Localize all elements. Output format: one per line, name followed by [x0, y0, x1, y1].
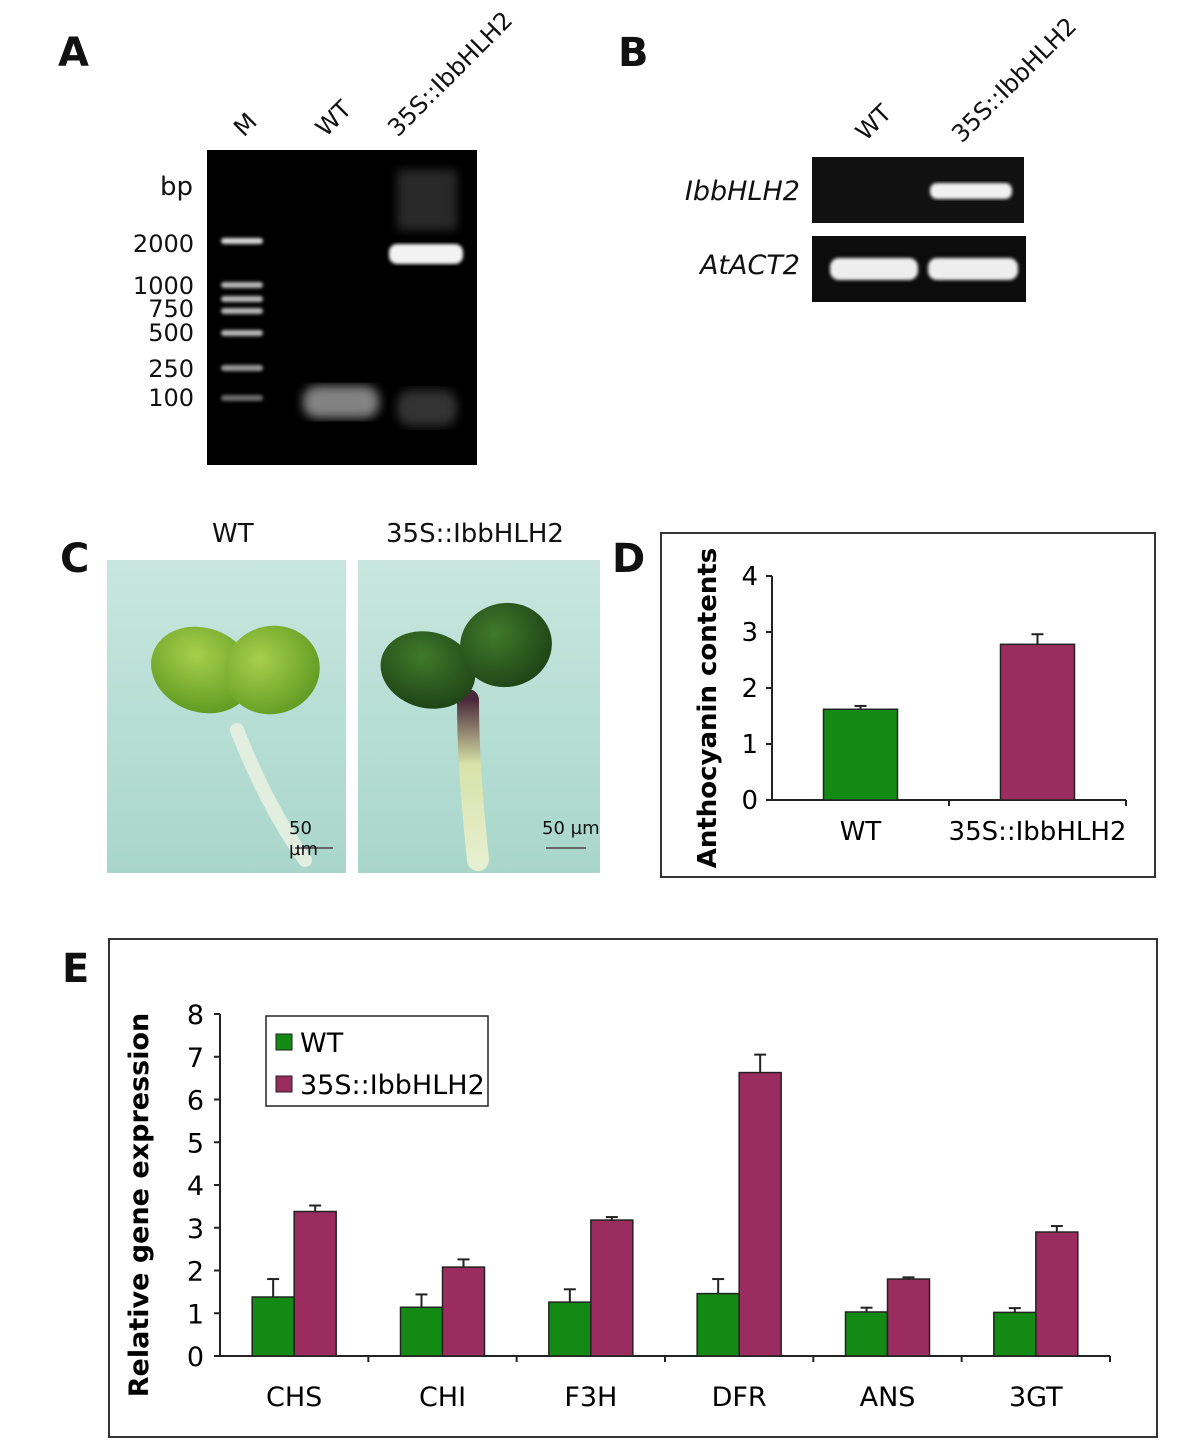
chart-d-y-tick-label: 2: [741, 674, 758, 704]
gel-a-marker-1000: 1000: [132, 272, 194, 300]
chart-e-x-tick-label: DFR: [712, 1382, 767, 1413]
gel-a-image: [207, 150, 477, 465]
chart-e-legend-box: [265, 1015, 489, 1107]
chart-e-x-tick-label: ANS: [860, 1382, 916, 1413]
chart-e-legend-label: WT: [300, 1028, 344, 1059]
chart-e-bar: [441, 1266, 486, 1357]
chart-e-y-tick-label: 1: [187, 1299, 204, 1330]
chart-e-bar: [293, 1210, 337, 1357]
chart-d-y-label: Anthocyanin contents: [693, 548, 723, 869]
photo-c-label-wt: WT: [212, 519, 254, 549]
chart-d-bar: [999, 643, 1076, 801]
gel-a-marker-750: 750: [148, 295, 194, 323]
gel-b-lane-label-transgenic: 35S::IbbHLH2: [946, 12, 1083, 149]
chart-e-y-tick-label: 7: [187, 1043, 204, 1074]
chart-e-legend-label: 35S::IbbHLH2: [300, 1070, 485, 1101]
gel-b-ibbhlh2-strip: [812, 157, 1024, 223]
chart-d-bar: [822, 708, 899, 801]
seedling-photo-wt: 50 µm: [107, 560, 346, 873]
gel-a-marker-100: 100: [148, 384, 194, 412]
chart-e-y-label: Relative gene expression: [124, 1013, 155, 1397]
panel-label-c: C: [60, 536, 90, 582]
gel-a-bands: [221, 170, 463, 426]
chart-e-y-tick-label: 3: [187, 1214, 204, 1245]
gel-b-gene-atact2: AtACT2: [699, 250, 800, 281]
scale-bar-label-wt: 50 µm: [289, 818, 318, 860]
chart-e-y-tick-label: 2: [187, 1257, 204, 1288]
chart-e-bar: [844, 1311, 889, 1357]
panel-label-d: D: [612, 536, 646, 582]
chart-e-bar: [738, 1071, 782, 1357]
chart-d-x-tick-label: WT: [840, 817, 882, 847]
chart-e-bar: [590, 1219, 634, 1357]
chart-e-frame: [108, 938, 1158, 1438]
chart-e-bar: [251, 1296, 295, 1357]
gel-a-lane-label-wt: WT: [310, 95, 358, 142]
chart-e-bar: [548, 1301, 592, 1357]
chart-e-y-tick-label: 5: [187, 1128, 204, 1159]
photo-c-label-transgenic: 35S::IbbHLH2: [386, 519, 564, 549]
panel-label-e: E: [62, 946, 90, 992]
chart-e-bar: [886, 1278, 931, 1357]
chart-e-y-tick-label: 8: [187, 1000, 204, 1031]
chart-d-y-tick-label: 3: [741, 618, 758, 648]
gel-b-gene-ibbhlh2: IbbHLH2: [684, 176, 800, 207]
chart-d-x-tick-label: 35S::IbbHLH2: [949, 817, 1127, 847]
chart-e-bar: [1035, 1231, 1079, 1357]
gel-b-lane-label-wt: WT: [850, 99, 898, 146]
seedling-photo-transgenic: 50 µm: [358, 560, 600, 873]
gel-a-lane-label-transgenic: 35S::IbbHLH2: [382, 6, 519, 143]
chart-d-y-tick-label: 1: [741, 730, 758, 760]
chart-e-x-tick-label: CHI: [419, 1382, 466, 1413]
chart-e-bar: [696, 1292, 740, 1357]
gel-a-bp-unit: bp: [160, 172, 194, 202]
gel-a-marker-250: 250: [148, 355, 194, 383]
chart-e-legend-swatch: [275, 1033, 293, 1051]
gel-a-lane-label-m: M: [228, 107, 263, 142]
chart-e-x-tick-label: CHS: [266, 1382, 322, 1413]
chart-e-x-tick-label: F3H: [564, 1382, 617, 1413]
chart-e: 0 1 2 3 4 5 6 7 8 CHS CHI F3H DFR ANS 3GT Relative gene…: [108, 938, 1158, 1438]
gel-a-marker-2000: 2000: [132, 230, 194, 258]
chart-e-bar: [993, 1311, 1037, 1357]
chart-e-y-tick-label: 0: [187, 1342, 204, 1373]
chart-d-y-tick-label: 4: [741, 562, 758, 592]
gel-b-atact2-strip: [812, 236, 1026, 302]
gel-a-marker-500: 500: [148, 319, 194, 347]
scale-bar-label-transgenic: 50 µm: [542, 818, 600, 839]
chart-e-x-tick-label: 3GT: [1009, 1382, 1063, 1413]
panel-label-b: B: [618, 30, 649, 76]
chart-e-bar: [399, 1306, 444, 1357]
chart-d-y-tick-label: 0: [741, 786, 758, 816]
chart-d: 0 1 2 3 4WT 35S::IbbHLH2 Anthocyanin contents: [660, 532, 1156, 878]
chart-e-legend-swatch: [275, 1075, 293, 1093]
panel-label-a: A: [58, 30, 89, 76]
chart-e-y-tick-label: 4: [187, 1171, 204, 1202]
chart-d-frame: [660, 532, 1156, 878]
chart-e-y-tick-label: 6: [187, 1086, 204, 1117]
